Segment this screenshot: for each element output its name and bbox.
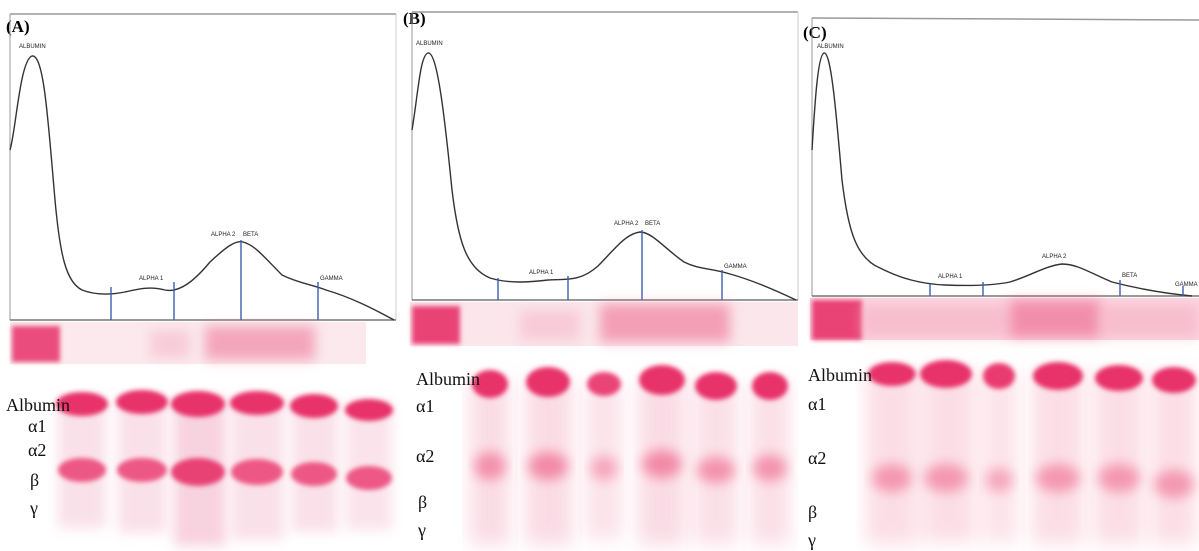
- panel-a-peak-albumin: ALBUMIN: [19, 44, 46, 50]
- panel-b-peak-alpha1: ALPHA 1: [529, 270, 554, 276]
- panel-c-stain-strip: [810, 298, 1199, 340]
- panel-a-label-gamma: γ: [29, 498, 38, 518]
- panel-a-density-curve: [9, 55, 395, 321]
- panel-a-gel: Albumin α1 α2 β γ: [6, 390, 393, 546]
- panel-c-label-albumin: Albumin: [808, 365, 872, 385]
- panel-b-stain-strip: [410, 302, 798, 346]
- panel-a-letter: (A): [6, 17, 30, 36]
- panel-b-peak-alpha2: ALPHA 2: [614, 221, 639, 227]
- panel-b-letter: (B): [403, 9, 426, 28]
- panel-b-peak-beta: BETA: [645, 221, 660, 227]
- panel-a-label-alpha2: α2: [28, 440, 46, 460]
- panel-c-densitometry-chart: ALBUMIN ALPHA 1 ALPHA 2 BETA GAMMA: [811, 17, 1199, 297]
- panel-c-peak-gamma: GAMMA: [1175, 282, 1198, 288]
- panel-c-label-alpha1: α1: [808, 394, 826, 414]
- panel-a-peak-beta: BETA: [243, 232, 258, 238]
- panel-c-gel-lanes: [866, 360, 1196, 544]
- panel-a-label-beta: β: [30, 470, 39, 490]
- panel-c-letter: (C): [803, 23, 827, 42]
- panel-a-peak-alpha2: ALPHA 2: [211, 232, 236, 238]
- panel-c-density-curve: [811, 52, 1193, 297]
- panel-a: (A) ALBUMIN ALPHA 1 ALPHA 2 BETA GAMMA: [6, 13, 397, 546]
- panel-c-peak-beta: BETA: [1122, 273, 1137, 279]
- panel-b-gel-lanes: [470, 365, 790, 545]
- panel-b: (B) ALBUMIN ALPHA 1 ALPHA 2 BETA GAMMA: [403, 9, 799, 545]
- panel-c-label-gamma: γ: [807, 530, 816, 550]
- panel-a-label-albumin: Albumin: [6, 395, 70, 415]
- panel-b-peak-gamma: GAMMA: [724, 264, 747, 270]
- panel-a-peak-gamma: GAMMA: [320, 276, 343, 282]
- panel-c: (C) ALBUMIN ALPHA 1 ALPHA 2 BETA GAMMA: [803, 17, 1199, 550]
- panel-b-label-alpha2: α2: [416, 446, 434, 466]
- panel-c-peak-alpha2: ALPHA 2: [1042, 254, 1067, 260]
- panel-c-frame-top: [811, 17, 1199, 21]
- panel-c-peak-albumin: ALBUMIN: [817, 44, 844, 50]
- panel-c-label-beta: β: [808, 502, 817, 522]
- panel-b-label-alpha1: α1: [416, 396, 434, 416]
- panel-a-gel-lanes: [56, 390, 393, 546]
- panel-b-label-gamma: γ: [417, 520, 426, 540]
- panel-c-label-alpha2: α2: [808, 448, 826, 468]
- panel-b-density-curve: [411, 52, 797, 301]
- panel-b-densitometry-chart: ALBUMIN ALPHA 1 ALPHA 2 BETA GAMMA: [411, 11, 799, 301]
- panel-c-peak-alpha1: ALPHA 1: [938, 274, 963, 280]
- panel-c-gel: Albumin α1 α2 β γ: [807, 360, 1196, 550]
- panel-b-label-albumin: Albumin: [416, 369, 480, 389]
- panel-a-label-alpha1: α1: [28, 416, 46, 436]
- panel-b-label-beta: β: [418, 492, 427, 512]
- panel-a-stain-strip: [10, 322, 366, 364]
- panel-a-densitometry-chart: ALBUMIN ALPHA 1 ALPHA 2 BETA GAMMA: [9, 13, 397, 321]
- panel-a-peak-alpha1: ALPHA 1: [139, 276, 164, 282]
- panel-b-peak-albumin: ALBUMIN: [416, 41, 443, 47]
- panel-b-gel: Albumin α1 α2 β γ: [416, 365, 790, 545]
